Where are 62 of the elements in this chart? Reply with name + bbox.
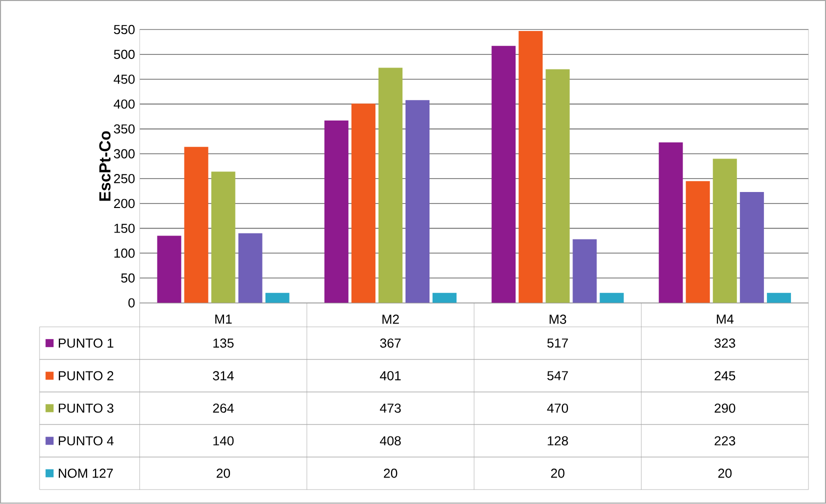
bar	[432, 293, 457, 304]
bar	[712, 158, 737, 304]
data-label: 314	[212, 371, 234, 381]
y-tick-label: 450	[114, 74, 135, 84]
bar	[324, 120, 348, 304]
bar	[265, 293, 290, 304]
bar	[572, 239, 597, 304]
legend-label: PUNTO 1	[58, 338, 114, 348]
bar	[686, 181, 710, 304]
data-label: 135	[213, 338, 234, 348]
y-tick-label: 350	[114, 124, 135, 134]
x-tick-label: M2	[382, 314, 399, 324]
data-label: 547	[547, 371, 568, 380]
data-label: 408	[380, 436, 401, 446]
y-tick-label: 200	[114, 199, 135, 208]
bar	[658, 142, 683, 304]
bar	[238, 233, 262, 304]
bar	[766, 293, 791, 304]
bar	[740, 192, 764, 304]
bar	[492, 46, 516, 304]
legend-label: PUNTO 2	[58, 371, 114, 381]
data-label: 128	[548, 436, 568, 446]
y-tick-label: 500	[114, 50, 135, 60]
data-label: 140	[213, 436, 234, 446]
y-tick-label: 50	[121, 274, 135, 283]
y-tick-label: 400	[114, 100, 135, 109]
bar	[518, 31, 543, 304]
y-tick-label: 300	[114, 149, 135, 159]
y-tick-label: 0	[128, 298, 135, 308]
data-label: 470	[547, 404, 568, 413]
data-label: 367	[380, 338, 401, 348]
bar	[405, 100, 430, 304]
bar	[378, 68, 402, 304]
y-tick-label: 250	[114, 174, 135, 184]
data-label: 223	[714, 436, 736, 446]
bar	[211, 172, 236, 304]
data-label: 20	[551, 468, 564, 478]
x-tick-label: M4	[716, 314, 734, 324]
x-tick-label: M3	[550, 314, 566, 324]
legend-label: PUNTO 3	[58, 404, 114, 413]
bar	[600, 293, 624, 304]
bar	[546, 69, 570, 304]
data-label: 264	[213, 404, 234, 413]
data-label: 20	[216, 468, 230, 478]
legend-label: PUNTO 4	[58, 436, 114, 446]
data-label: 20	[384, 468, 398, 478]
data-label: 473	[380, 404, 401, 413]
bar	[351, 104, 376, 304]
data-label: 290	[714, 404, 736, 413]
data-label: 323	[714, 338, 736, 348]
y-axis-title: EscPt-Co	[99, 131, 111, 201]
data-label: 401	[380, 371, 401, 381]
legend-label: NOM 127	[58, 468, 113, 478]
x-tick-label: M1	[215, 314, 232, 324]
bar	[157, 236, 182, 304]
y-tick-label: 150	[114, 224, 135, 234]
bar	[184, 147, 208, 304]
data-label: 245	[714, 371, 736, 381]
data-label: 517	[547, 338, 568, 348]
y-tick-label: 100	[114, 248, 135, 258]
y-tick-label: 550	[114, 25, 135, 34]
data-label: 20	[718, 468, 732, 478]
